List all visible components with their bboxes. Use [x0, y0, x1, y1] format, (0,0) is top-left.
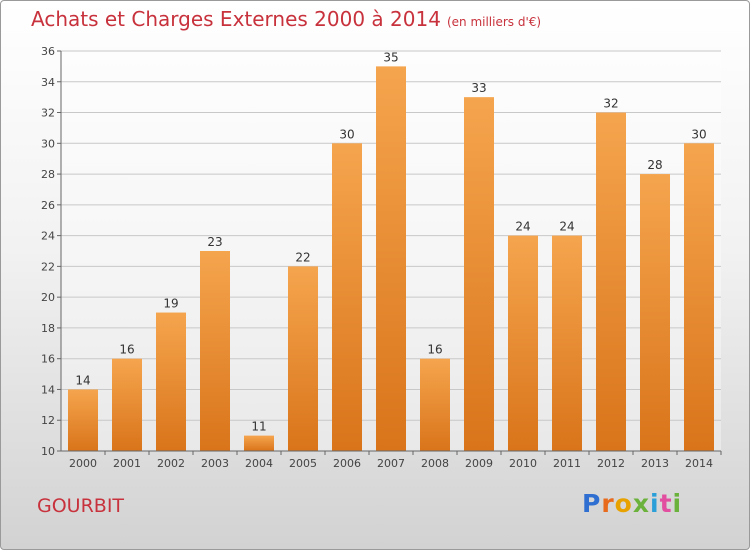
x-tick-label: 2002 [157, 457, 185, 470]
y-tick-label: 36 [41, 45, 55, 58]
bar-value-label: 23 [207, 235, 222, 249]
y-axis: 10 12 14 16 18 20 22 24 26 28 30 32 34 36 [41, 45, 62, 458]
bar [68, 389, 98, 451]
x-tick-label: 2004 [245, 457, 273, 470]
y-tick-label: 28 [41, 168, 55, 181]
chart-unit: (en milliers d'€) [446, 15, 542, 29]
bar-value-label: 35 [383, 50, 398, 64]
bar-value-label: 32 [603, 97, 618, 111]
bar-value-label: 28 [647, 158, 662, 172]
y-tick-label: 24 [41, 230, 55, 243]
bar-value-label: 30 [339, 127, 354, 141]
bar [112, 358, 142, 451]
bar-value-label: 16 [427, 343, 442, 357]
x-tick-label: 2014 [685, 457, 713, 470]
bar [552, 235, 582, 451]
x-tick-label: 2000 [69, 457, 97, 470]
proxiti-logo[interactable]: Proxiti [582, 489, 683, 518]
y-tick-label: 12 [41, 414, 55, 427]
x-tick-label: 2006 [333, 457, 361, 470]
bar [420, 358, 450, 451]
y-tick-label: 32 [41, 107, 55, 120]
bar-value-label: 11 [251, 420, 266, 434]
x-tick-label: 2010 [509, 457, 537, 470]
bar [244, 435, 274, 451]
bar [156, 312, 186, 451]
y-tick-label: 22 [41, 260, 55, 273]
bar-value-label: 16 [119, 343, 134, 357]
y-tick-label: 10 [41, 445, 55, 458]
x-tick-label: 2007 [377, 457, 405, 470]
bar-value-label: 24 [515, 220, 530, 234]
y-tick-label: 14 [41, 383, 55, 396]
x-tick-label: 2013 [641, 457, 669, 470]
bar-value-label: 24 [559, 220, 574, 234]
bar-value-label: 19 [163, 297, 178, 311]
chart-title-block: Achats et Charges Externes 2000 à 2014 (e… [31, 7, 541, 31]
x-tick-label: 2003 [201, 457, 229, 470]
bar-value-label: 30 [691, 127, 706, 141]
bar [332, 143, 362, 452]
chart-title: Achats et Charges Externes 2000 à 2014 [31, 7, 441, 31]
y-tick-label: 26 [41, 199, 55, 212]
x-tick-label: 2009 [465, 457, 493, 470]
y-tick-label: 16 [41, 353, 55, 366]
bar [464, 97, 494, 452]
bar [200, 251, 230, 451]
bar [684, 143, 714, 452]
y-tick-label: 30 [41, 137, 55, 150]
bar [508, 235, 538, 451]
bar [640, 174, 670, 452]
x-tick-label: 2005 [289, 457, 317, 470]
bar-value-label: 33 [471, 81, 486, 95]
x-tick-label: 2008 [421, 457, 449, 470]
commune-name: GOURBIT [37, 495, 125, 517]
bar-value-label: 14 [75, 373, 90, 387]
x-tick-label: 2012 [597, 457, 625, 470]
bars: 14 16 19 23 11 22 30 35 16 33 24 24 32 28 30 [68, 50, 714, 452]
x-tick-label: 2011 [553, 457, 581, 470]
bar [288, 266, 318, 451]
x-tick-label: 2001 [113, 457, 141, 470]
bar-value-label: 22 [295, 250, 310, 264]
y-tick-label: 34 [41, 76, 55, 89]
y-tick-label: 20 [41, 291, 55, 304]
bar [596, 112, 626, 452]
bar [376, 66, 406, 451]
y-tick-label: 18 [41, 322, 55, 335]
x-axis: 2000 2001 2002 2003 2004 2005 2006 2007 2008 2009… [61, 450, 722, 470]
